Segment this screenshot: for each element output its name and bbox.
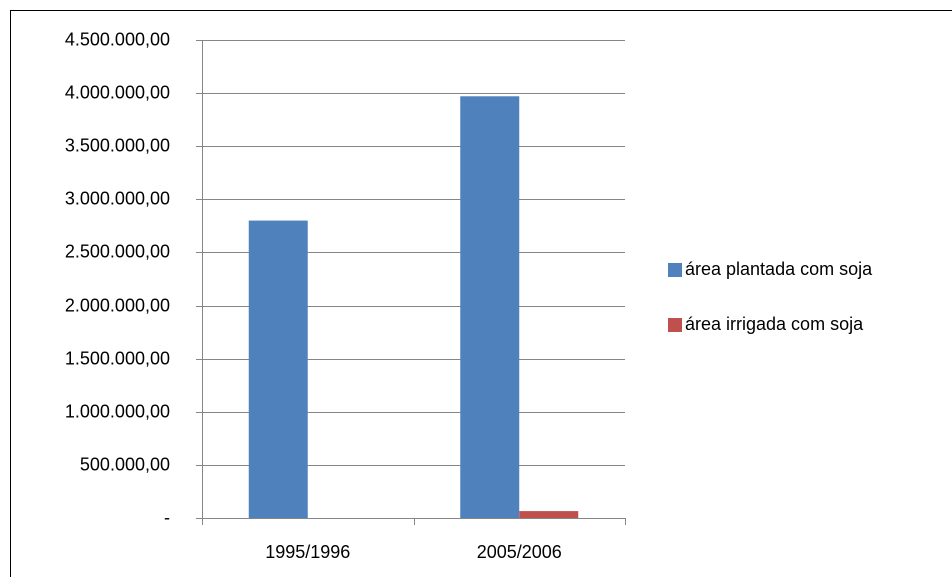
y-tick-label: 4.500.000,00 — [65, 29, 170, 49]
y-tick-label: 3.500.000,00 — [65, 135, 170, 155]
chart-border — [10, 10, 952, 577]
bar — [519, 511, 579, 518]
bar — [460, 96, 520, 518]
x-tick-label: 2005/2006 — [477, 542, 562, 562]
bar — [248, 220, 308, 519]
legend-label: área irrigada com soja — [685, 314, 864, 334]
legend-swatch — [668, 318, 682, 332]
x-tick-label: 1995/1996 — [265, 542, 350, 562]
y-tick-label: 1.500.000,00 — [65, 348, 170, 368]
y-tick-label: 2.000.000,00 — [65, 295, 170, 315]
y-tick-label: 2.500.000,00 — [65, 241, 170, 261]
y-tick-label: 1.000.000,00 — [65, 401, 170, 421]
y-tick-label: 500.000,00 — [80, 454, 170, 474]
legend-swatch — [668, 263, 682, 277]
y-tick-label: - — [164, 507, 170, 527]
y-tick-label: 3.000.000,00 — [65, 188, 170, 208]
y-tick-label: 4.000.000,00 — [65, 82, 170, 102]
legend-label: área plantada com soja — [685, 259, 873, 279]
